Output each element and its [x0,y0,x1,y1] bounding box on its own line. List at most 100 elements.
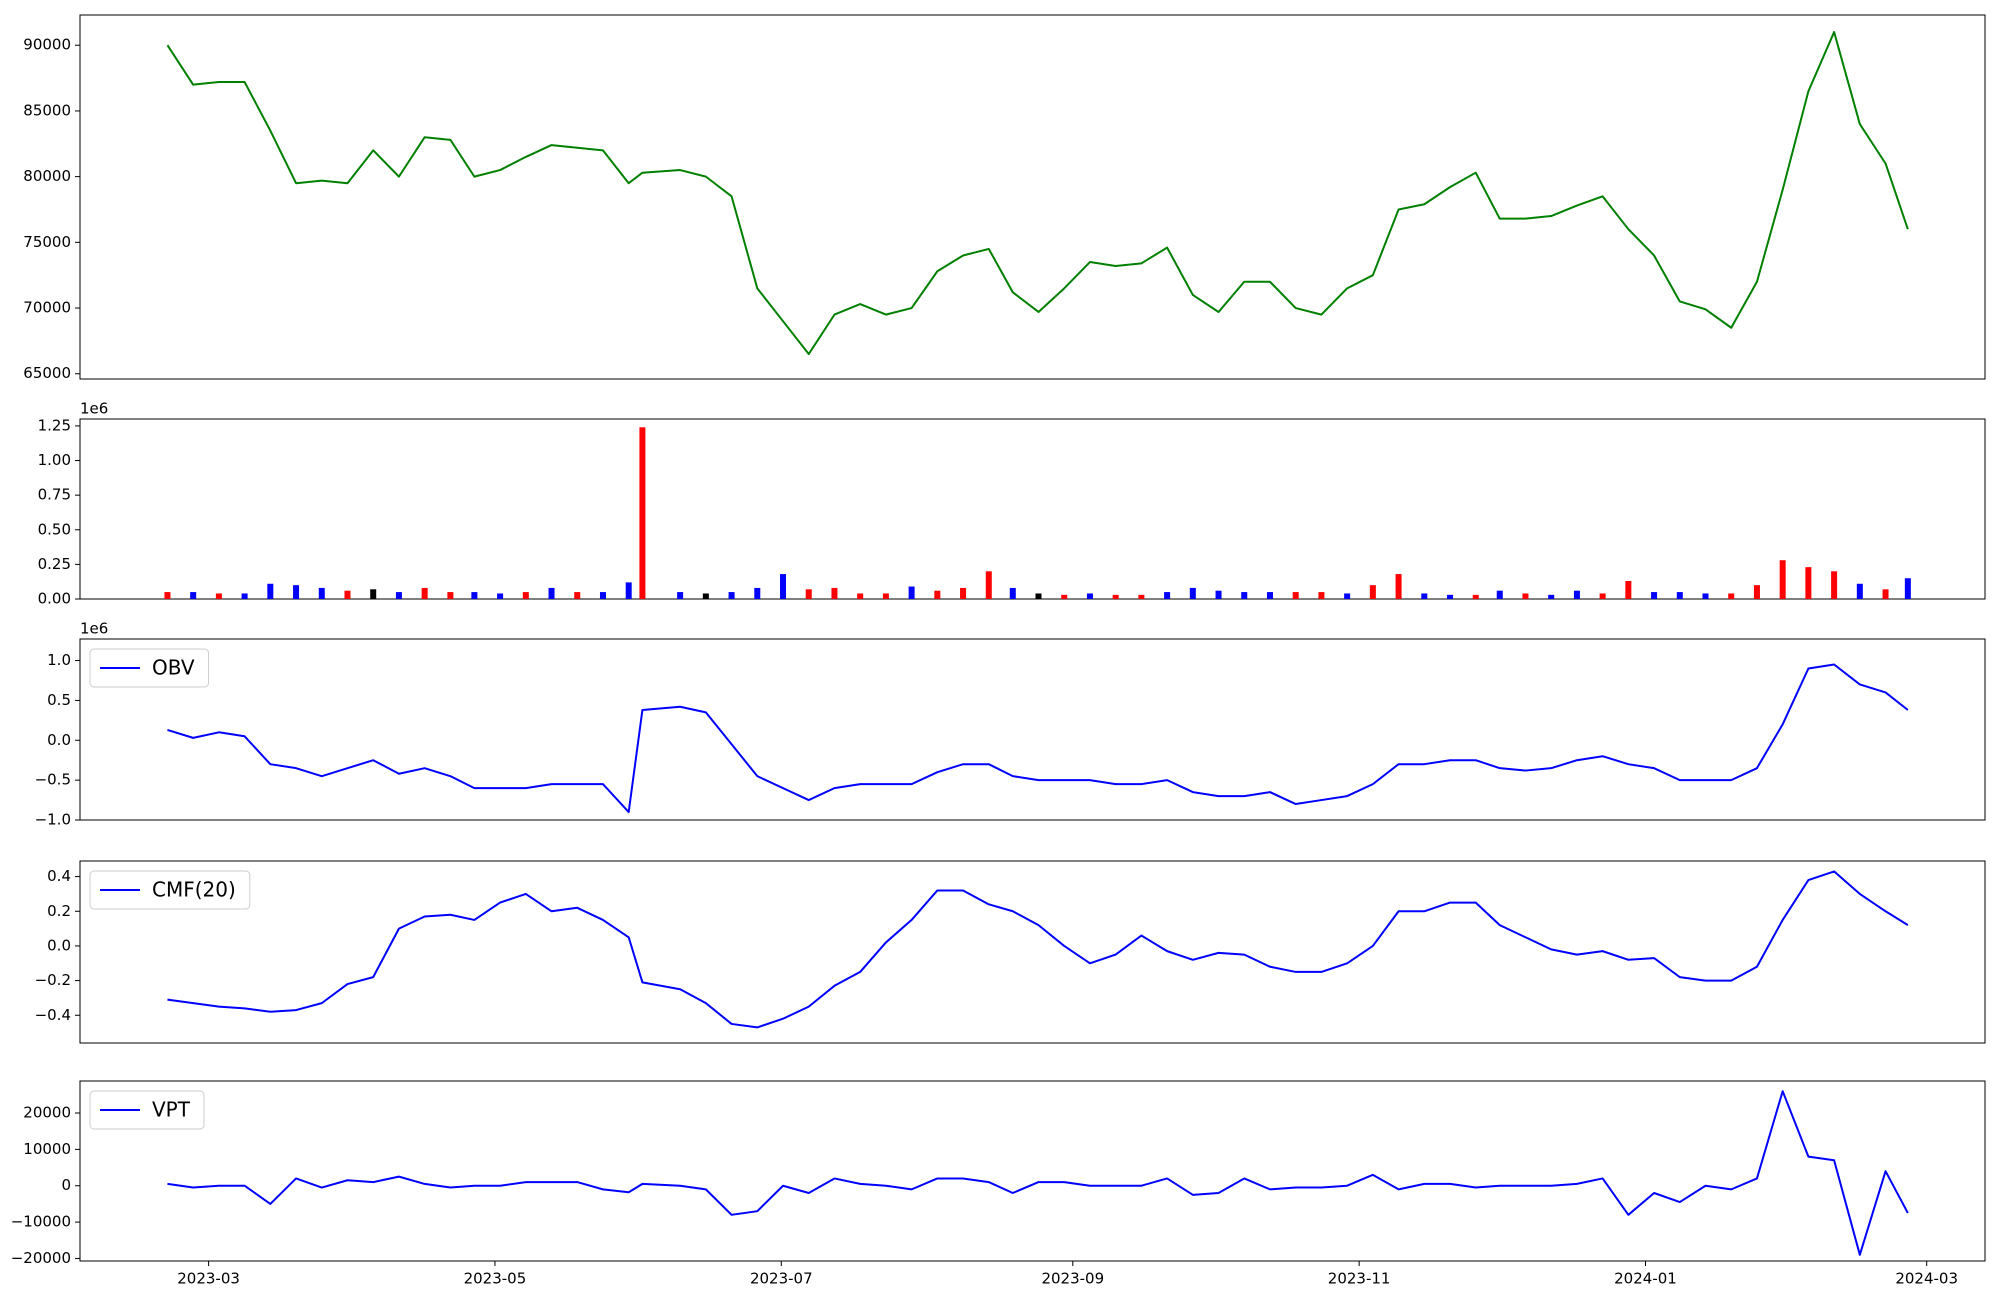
bar [574,592,581,599]
bar [1702,593,1709,599]
bar [1112,594,1119,599]
bar [625,582,632,599]
bar [1138,594,1145,599]
bar [1599,593,1606,599]
bar [1882,589,1889,599]
bar [780,574,787,599]
y-tick-label: −0.2 [35,971,71,989]
x-tick-label: 2024-03 [1895,1270,1958,1288]
y-tick-label: 90000 [23,36,71,54]
bar [1856,583,1863,599]
legend-box [89,1090,205,1130]
axis-offset-label: 1e6 [80,400,108,418]
bar [548,587,555,599]
bar [1061,594,1068,599]
plot-frame [79,14,1986,380]
bar [190,592,197,599]
y-tick-label: 0.50 [38,520,71,538]
bar [1215,590,1222,599]
y-tick-label: 0.2 [47,902,71,920]
bar [1904,578,1911,599]
bar [1779,560,1786,599]
bar [522,592,529,599]
x-tick-label: 2023-09 [1041,1270,1104,1288]
bar [1164,592,1171,599]
y-tick-label: −10000 [11,1213,71,1231]
bar [754,587,761,599]
bar [1369,585,1376,599]
series-line [167,1090,1909,1256]
bar [639,427,646,599]
bar [599,592,606,599]
bar [1548,594,1555,599]
series-line [166,31,1909,356]
series-line [167,870,1909,1029]
bar [857,593,864,599]
y-tick-label: −1.0 [35,811,71,829]
bar [1522,593,1529,599]
bar [908,586,915,599]
bar [1266,592,1273,599]
bar [241,593,248,599]
bar [1676,592,1683,599]
y-tick-label: −0.5 [35,771,71,789]
legend-box [89,870,251,910]
bar [1728,593,1735,599]
y-tick-label: 20000 [23,1104,71,1122]
bar [267,583,274,599]
bar [1292,592,1299,599]
bar [293,585,300,599]
bar [1086,593,1093,599]
y-tick-label: 0.5 [47,691,71,709]
bar [1625,581,1632,599]
plot-frame [79,638,1986,821]
bar [1035,593,1042,599]
bar [960,587,967,599]
y-tick-label: 0 [61,1176,71,1194]
bar [421,587,428,599]
plot-frame [79,418,1986,600]
y-tick-label: 10000 [23,1140,71,1158]
bar [370,589,377,599]
bar [1344,593,1351,599]
bar [471,592,478,599]
y-tick-label: 0.00 [38,590,71,608]
x-tick-label: 2023-11 [1328,1270,1391,1288]
y-tick-label: −0.4 [35,1006,71,1024]
bar [1447,594,1454,599]
y-tick-label: 75000 [23,233,71,251]
y-tick-label: 0.25 [38,555,71,573]
bar [1651,592,1658,599]
x-tick-label: 2023-03 [177,1270,240,1288]
bar [934,590,941,599]
bar [1472,594,1479,599]
bar [1395,574,1402,599]
bar [497,593,504,599]
y-tick-label: 70000 [23,299,71,317]
y-tick-label: 0.75 [38,486,71,504]
legend-label: CMF(20) [152,878,236,902]
bar [1189,587,1196,599]
bar [318,587,325,599]
x-tick-label: 2023-07 [750,1270,813,1288]
bar [1241,592,1248,599]
bar [164,592,171,599]
legend-label: OBV [152,656,195,680]
bar [831,587,838,599]
y-tick-label: 0.0 [47,731,71,749]
x-tick-label: 2024-01 [1614,1270,1677,1288]
bar [728,592,735,599]
bar [1573,590,1580,599]
bar [1805,567,1812,599]
bar [702,593,709,599]
bar [677,592,684,599]
legend-box [89,648,210,688]
bar [344,590,351,599]
bar [985,571,992,599]
y-tick-label: 80000 [23,167,71,185]
y-tick-label: 1.25 [38,416,71,434]
bar [882,593,889,599]
y-tick-label: 1.0 [47,651,71,669]
bar [1753,585,1760,599]
y-tick-label: −20000 [11,1249,71,1267]
